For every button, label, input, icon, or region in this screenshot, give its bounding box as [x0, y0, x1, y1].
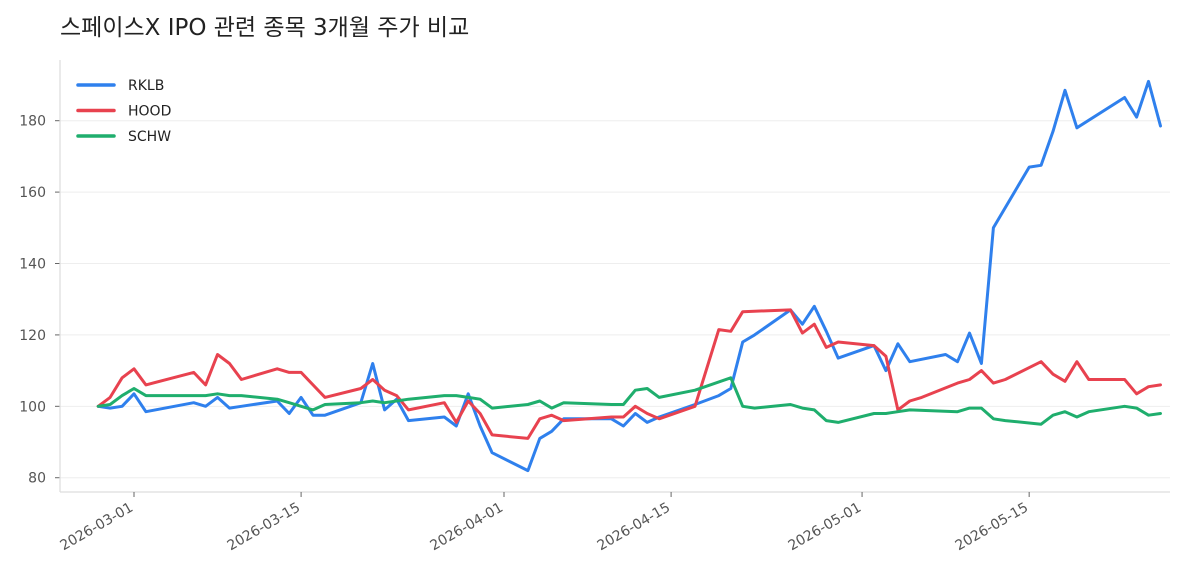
- y-tick-label: 80: [28, 471, 46, 487]
- y-tick-label: 100: [19, 399, 46, 415]
- axes: 80 100 120 140 160 180 2026-03-01 2026-03-15 202…: [19, 60, 1170, 554]
- series-line-hood: [96, 308, 1162, 440]
- x-tick-label: 2026-05-15: [953, 500, 1031, 555]
- legend-label-rklb: RKLB: [128, 78, 164, 94]
- y-tick-label: 120: [19, 328, 46, 344]
- x-tick-label: 2026-04-01: [428, 500, 506, 555]
- y-tick-label: 140: [19, 257, 46, 273]
- x-tick-label: 2026-05-01: [786, 500, 864, 555]
- series-line-schw: [96, 376, 1162, 426]
- x-tick-label: 2026-03-01: [58, 500, 136, 555]
- x-tick-label: 2026-04-15: [595, 500, 673, 555]
- series-line-rklb: [96, 79, 1162, 473]
- y-tick-label: 160: [19, 185, 46, 201]
- grid-lines: [60, 120, 1170, 479]
- legend-label-schw: SCHW: [128, 129, 171, 145]
- legend: RKLB HOOD SCHW: [76, 78, 171, 145]
- series-lines: [96, 79, 1162, 473]
- legend-label-hood: HOOD: [128, 104, 171, 120]
- y-tick-label: 180: [19, 114, 46, 130]
- chart-title: 스페이스X IPO 관련 종목 3개월 주가 비교: [60, 15, 470, 41]
- x-tick-label: 2026-03-15: [225, 500, 303, 555]
